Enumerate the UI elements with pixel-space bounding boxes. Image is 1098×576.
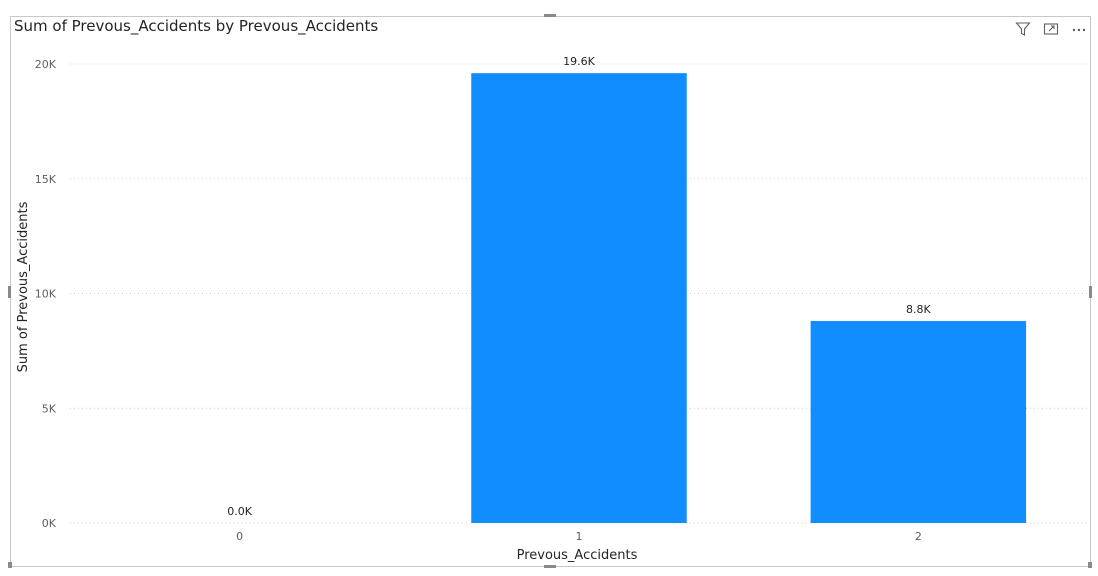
y-tick-label: 5K [42, 402, 57, 415]
chart-title: Sum of Prevous_Accidents by Prevous_Acci… [14, 17, 379, 35]
resize-handle-right[interactable] [1089, 286, 1092, 298]
y-tick-label: 0K [42, 517, 57, 530]
resize-handle-top[interactable] [544, 14, 556, 17]
filter-icon[interactable] [1014, 20, 1032, 38]
y-tick-label: 20K [35, 58, 57, 71]
data-label: 8.8K [906, 303, 931, 316]
resize-handle-bottom[interactable] [544, 565, 556, 568]
bar[interactable] [471, 73, 687, 524]
focus-mode-icon[interactable] [1042, 20, 1060, 38]
x-tick-label: 0 [236, 530, 243, 543]
y-axis-label: Sum of Prevous_Accidents [16, 201, 31, 372]
y-tick-label: 10K [35, 288, 57, 301]
y-tick-label: 15K [35, 173, 57, 186]
visual-header-icons [1014, 20, 1088, 38]
resize-handle-bottom-left[interactable] [8, 562, 12, 568]
resize-handle-left[interactable] [8, 286, 11, 298]
bar[interactable] [810, 321, 1027, 523]
resize-handle-bottom-right[interactable] [1088, 562, 1092, 568]
more-options-icon[interactable] [1070, 20, 1088, 38]
x-tick-label: 1 [576, 530, 583, 543]
data-label: 19.6K [563, 55, 595, 68]
x-axis-label: Prevous_Accidents [517, 548, 638, 563]
data-label: 0.0K [227, 505, 252, 518]
x-tick-label: 2 [915, 530, 922, 543]
